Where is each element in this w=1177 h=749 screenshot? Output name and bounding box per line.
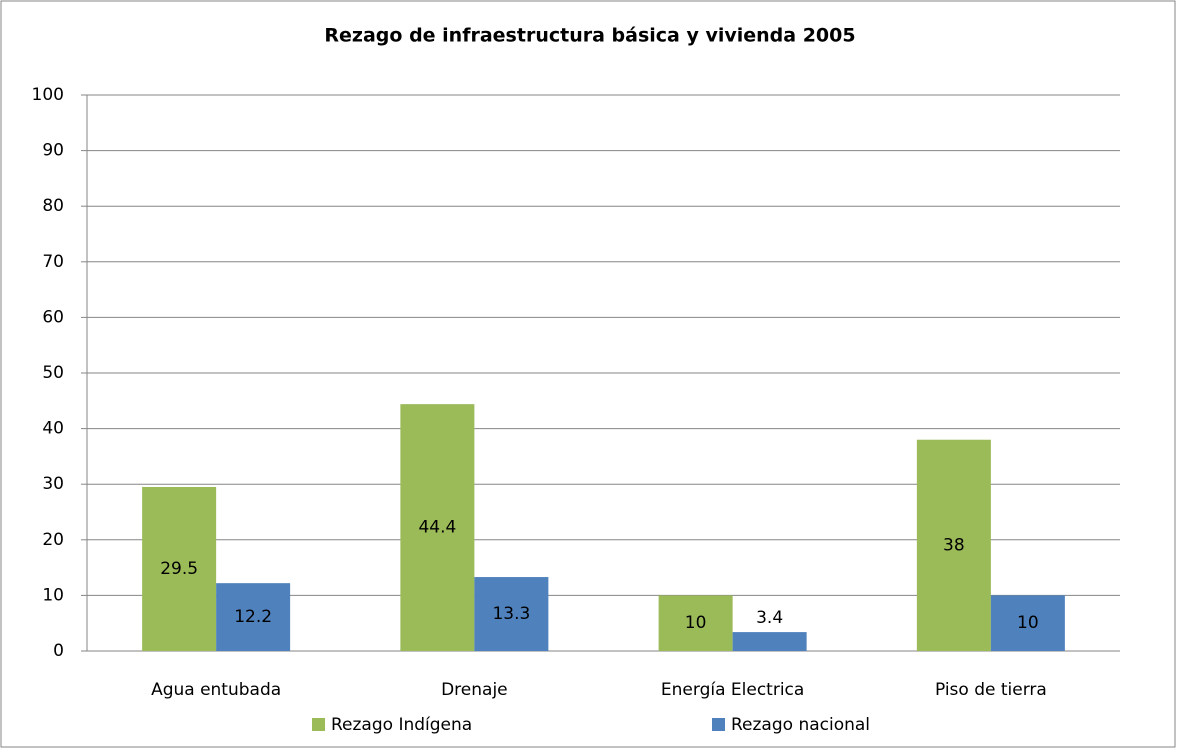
y-tick-label: 0 [53,641,64,661]
y-tick-label: 90 [42,141,64,161]
x-tick-label: Piso de tierra [935,680,1047,700]
y-tick-label: 80 [42,196,64,216]
y-tick-label: 60 [42,307,64,327]
data-label: 29.5 [160,559,198,579]
data-label: 44.4 [418,518,456,538]
legend-swatch [312,718,325,731]
x-tick-label: Agua entubada [151,680,281,700]
bar [142,486,217,651]
data-label: 12.2 [234,607,272,627]
bar [916,439,991,651]
chart-title: Rezago de infraestructura básica y vivie… [324,25,855,47]
bar [474,577,549,651]
bar [732,632,807,651]
y-tick-label: 50 [42,363,64,383]
y-tick-label: 100 [32,85,64,105]
legend-swatch [712,718,725,731]
x-tick-label: Energía Electrica [661,680,804,700]
legend-label: Rezago Indígena [331,715,472,735]
data-label: 3.4 [756,608,783,628]
bar [990,595,1065,651]
x-tick-label: Drenaje [441,680,508,700]
legend-label: Rezago nacional [731,715,870,735]
data-label: 10 [685,613,707,633]
bar [400,404,475,651]
y-tick-label: 40 [42,419,64,439]
data-label: 38 [943,535,965,555]
data-label: 13.3 [492,604,530,624]
y-tick-label: 20 [42,530,64,550]
bar [216,583,291,651]
data-label: 10 [1017,613,1039,633]
y-tick-label: 10 [42,585,64,605]
y-tick-label: 70 [42,252,64,272]
bar [658,595,733,651]
y-tick-label: 30 [42,474,64,494]
